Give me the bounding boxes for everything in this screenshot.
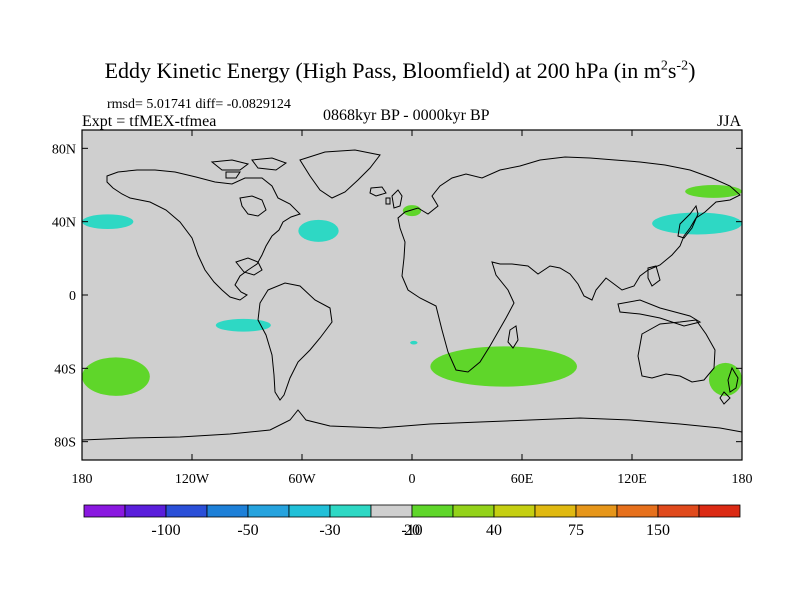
colorbar-swatch	[288, 504, 331, 518]
map-title: Eddy Kinetic Energy (High Pass, Bloomfie…	[104, 58, 696, 83]
period-label: 0868kyr BP - 0000kyr BP	[323, 107, 490, 124]
coastline-british-isles	[385, 189, 403, 209]
colorbar-swatch	[247, 504, 290, 518]
anomaly-south-pacific-positive	[82, 357, 150, 396]
lon-label: 180	[732, 472, 753, 487]
coastline-eurasia-africa	[397, 156, 741, 373]
coastline-iceland	[369, 186, 387, 197]
colorbar-label: 150	[646, 522, 670, 539]
coastline-madagascar	[507, 325, 519, 349]
coastline-japan	[677, 204, 699, 239]
coastlines	[81, 149, 743, 441]
colorbar-label: 20	[404, 522, 420, 539]
colorbar-label: -50	[237, 522, 258, 539]
anomaly-indian-ocean-positive	[430, 346, 577, 387]
colorbar-swatch	[452, 504, 495, 518]
coastline-hudson-bay	[239, 195, 267, 217]
colorbar-label: 40	[486, 522, 502, 539]
coastline-new-zealand	[719, 366, 739, 405]
lon-label: 120E	[617, 472, 647, 487]
coastline-antarctica	[81, 409, 743, 441]
anomaly-south-pacific-negative	[215, 318, 271, 332]
coastline-australia	[637, 319, 716, 383]
colorbar-swatch	[206, 504, 249, 518]
colorbar-label: 75	[568, 522, 584, 539]
colorbar-swatch	[165, 504, 208, 518]
coastline-maritime	[617, 299, 702, 327]
anomaly-north-atlantic-negative	[298, 219, 339, 242]
lat-label: 40S	[54, 362, 76, 377]
latitude-labels: 80N 40N 0 40S 80S	[52, 142, 76, 450]
map-background	[82, 130, 742, 460]
colorbar-swatch	[616, 504, 659, 518]
lon-label: 180	[72, 472, 93, 487]
colorbar-swatch	[534, 504, 577, 518]
coastline-north-america	[106, 169, 301, 301]
coastline-arctic-islands	[210, 157, 288, 179]
coastline-gulf	[235, 257, 263, 276]
coastline-south-america	[257, 282, 333, 401]
anomaly-europe-positive	[402, 205, 422, 217]
axis-ticks	[81, 130, 743, 460]
longitude-labels: 180 120W 60W 0 60E 120E 180	[72, 472, 753, 487]
colorbar-label: -10	[401, 522, 422, 539]
lon-label: 0	[409, 472, 416, 487]
lon-label: 120W	[175, 472, 210, 487]
colorbar-swatch	[493, 504, 536, 518]
anomaly-regions	[82, 185, 742, 396]
colorbar-swatch	[83, 504, 126, 518]
coastline-philippines	[647, 265, 661, 287]
lat-label: 40N	[52, 216, 76, 231]
colorbar	[83, 504, 741, 518]
stats-line: rmsd= 5.01741 diff= -0.0829124	[107, 97, 291, 112]
lat-label: 80N	[52, 142, 76, 157]
lon-label: 60W	[288, 472, 316, 487]
anomaly-east-asia-pacific-negative	[652, 212, 742, 235]
coastline-greenland	[299, 149, 381, 199]
season-label: JJA	[716, 113, 741, 130]
lat-label: 0	[69, 289, 76, 304]
lat-label: 80S	[54, 436, 76, 451]
experiment-label: Expt = tfMEX-tfmea	[82, 113, 217, 130]
colorbar-swatch	[698, 504, 741, 518]
colorbar-swatch	[657, 504, 700, 518]
lon-label: 60E	[511, 472, 534, 487]
colorbar-swatch	[575, 504, 618, 518]
colorbar-label: -30	[319, 522, 340, 539]
colorbar-swatch	[124, 504, 167, 518]
anomaly-north-pacific-east-negative	[82, 214, 134, 230]
anomaly-south-atlantic-small-negative	[410, 340, 418, 345]
anomaly-north-pacific-west-positive	[685, 185, 742, 198]
colorbar-swatch	[329, 504, 372, 518]
colorbar-swatch	[411, 504, 454, 518]
colorbar-label: -100	[151, 522, 180, 539]
colorbar-swatch	[370, 504, 413, 518]
